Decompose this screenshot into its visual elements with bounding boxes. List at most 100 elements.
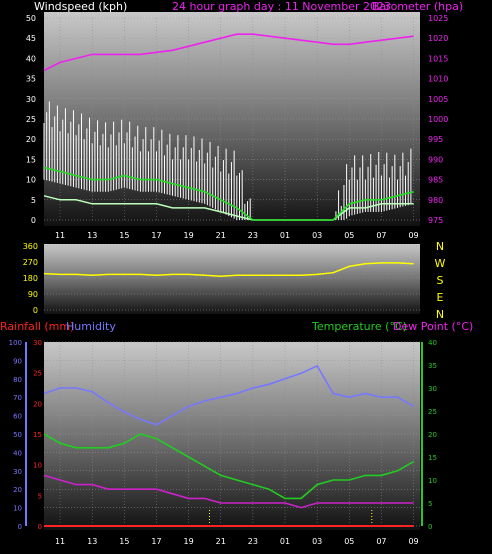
temperature-axis-tick: 0 [428, 523, 432, 531]
wind-x-tick: 11 [55, 231, 65, 240]
wind-x-tick: 21 [216, 231, 226, 240]
compass-label: N [436, 240, 444, 253]
barometer-title: Barometer (hpa) [372, 0, 463, 13]
wind-plot-area [44, 12, 420, 226]
wind-axis-tick: 10 [26, 176, 36, 185]
lower-x-tick: 21 [216, 537, 226, 546]
rain-axis-tick: 20 [33, 400, 42, 408]
temperature-title: Temperature (°C) [311, 320, 407, 333]
barometer-axis-tick: 1010 [428, 75, 448, 84]
wind-x-tick: 15 [119, 231, 129, 240]
lower-x-tick: 01 [280, 537, 290, 546]
temperature-line [43, 433, 414, 500]
wind-axis-tick: 25 [26, 115, 36, 124]
wind-x-tick: 05 [344, 231, 354, 240]
lower-x-tick: 17 [151, 537, 161, 546]
rainfall-title: Rainfall (mm) [0, 320, 74, 333]
barometer-axis-tick: 995 [428, 135, 443, 144]
lower-x-tick: 11 [55, 537, 65, 546]
direction-axis-tick: 180 [23, 274, 38, 283]
wind-x-tick: 13 [87, 231, 97, 240]
humidity-axis-tick: 30 [13, 468, 22, 476]
humidity-axis-tick: 20 [13, 486, 22, 494]
humidity-line [43, 364, 414, 426]
humidity-axis-tick: 60 [13, 413, 22, 421]
wind-light-line [43, 195, 414, 221]
lower-x-tick: 09 [408, 537, 418, 546]
lower-x-tick: 13 [87, 537, 97, 546]
barometer-axis-tick: 1005 [428, 95, 448, 104]
temperature-axis-tick: 30 [428, 385, 437, 393]
rain-axis-tick: 15 [33, 431, 42, 439]
humidity-axis-tick: 80 [13, 376, 22, 384]
humidity-axis-tick: 100 [9, 339, 22, 347]
rain-axis-tick: 25 [33, 370, 42, 378]
wind-average-line [43, 166, 414, 221]
barometer-axis-tick: 1025 [428, 14, 448, 23]
graph-date-title: 24 hour graph day : 11 November 2023 [172, 0, 391, 13]
temperature-axis-tick: 15 [428, 454, 437, 462]
wind-x-tick: 07 [376, 231, 386, 240]
rain-axis-tick: 5 [38, 492, 42, 500]
wind-x-tick: 01 [280, 231, 290, 240]
rain-axis-tick: 10 [33, 462, 42, 470]
barometer-axis-tick: 1020 [428, 34, 448, 43]
barometer-axis-tick: 1015 [428, 54, 448, 63]
wind-title: Windspeed (kph) [34, 0, 127, 13]
humidity-title: Humidity [66, 320, 116, 333]
compass-label: E [437, 291, 444, 304]
direction-axis-tick: 360 [23, 242, 38, 251]
wind-axis-tick: 50 [26, 14, 36, 23]
direction-axis-tick: 270 [23, 258, 38, 267]
wind-axis-tick: 45 [26, 34, 36, 43]
lower-x-tick: 15 [119, 537, 129, 546]
wind-axis-tick: 30 [26, 95, 36, 104]
lower-x-tick: 07 [376, 537, 386, 546]
barometer-axis-tick: 1000 [428, 115, 448, 124]
temperature-axis-tick: 25 [428, 408, 437, 416]
wind-axis-tick: 40 [26, 54, 36, 63]
humidity-axis-tick: 70 [13, 394, 22, 402]
lower-x-tick: 05 [344, 537, 354, 546]
humidity-axis-tick: 0 [18, 523, 22, 531]
rain-axis-tick: 30 [33, 339, 42, 347]
wind-axis-tick: 5 [31, 196, 36, 205]
wind-axis-tick: 15 [26, 155, 36, 164]
wind-axis-tick: 35 [26, 75, 36, 84]
wind-x-tick: 17 [151, 231, 161, 240]
rain-axis-tick: 0 [38, 523, 42, 531]
compass-label: N [436, 308, 444, 321]
lower-x-tick: 03 [312, 537, 322, 546]
lower-x-tick: 19 [184, 537, 194, 546]
humidity-axis-tick: 90 [13, 357, 22, 365]
wind-axis-tick: 0 [31, 216, 36, 225]
wind-x-tick: 19 [184, 231, 194, 240]
compass-label: W [435, 257, 446, 270]
direction-axis-tick: 90 [28, 290, 38, 299]
humidity-axis-tick: 40 [13, 449, 22, 457]
wind-axis-tick: 20 [26, 135, 36, 144]
barometer-axis-tick: 990 [428, 155, 443, 164]
barometer-axis-tick: 985 [428, 176, 443, 185]
humidity-axis-tick: 10 [13, 505, 22, 513]
dewpoint-title: Dew Point (°C) [393, 320, 473, 333]
wind-direction-line [43, 262, 414, 277]
temperature-axis-tick: 40 [428, 339, 437, 347]
wind-x-tick: 23 [248, 231, 258, 240]
temperature-axis-tick: 10 [428, 477, 437, 485]
wind-x-tick: 03 [312, 231, 322, 240]
temperature-axis-tick: 20 [428, 431, 437, 439]
lower-x-tick: 23 [248, 537, 258, 546]
wind-x-tick: 09 [408, 231, 418, 240]
barometer-axis-tick: 975 [428, 216, 443, 225]
barometer-axis-tick: 980 [428, 196, 443, 205]
temperature-axis-tick: 35 [428, 362, 437, 370]
compass-label: S [437, 274, 444, 287]
direction-plot-area [44, 244, 420, 314]
barometer-line [43, 33, 414, 72]
humidity-axis-tick: 50 [13, 431, 22, 439]
temperature-axis-tick: 5 [428, 500, 432, 508]
lower-plot-area [44, 342, 420, 530]
direction-axis-tick: 0 [33, 306, 38, 315]
